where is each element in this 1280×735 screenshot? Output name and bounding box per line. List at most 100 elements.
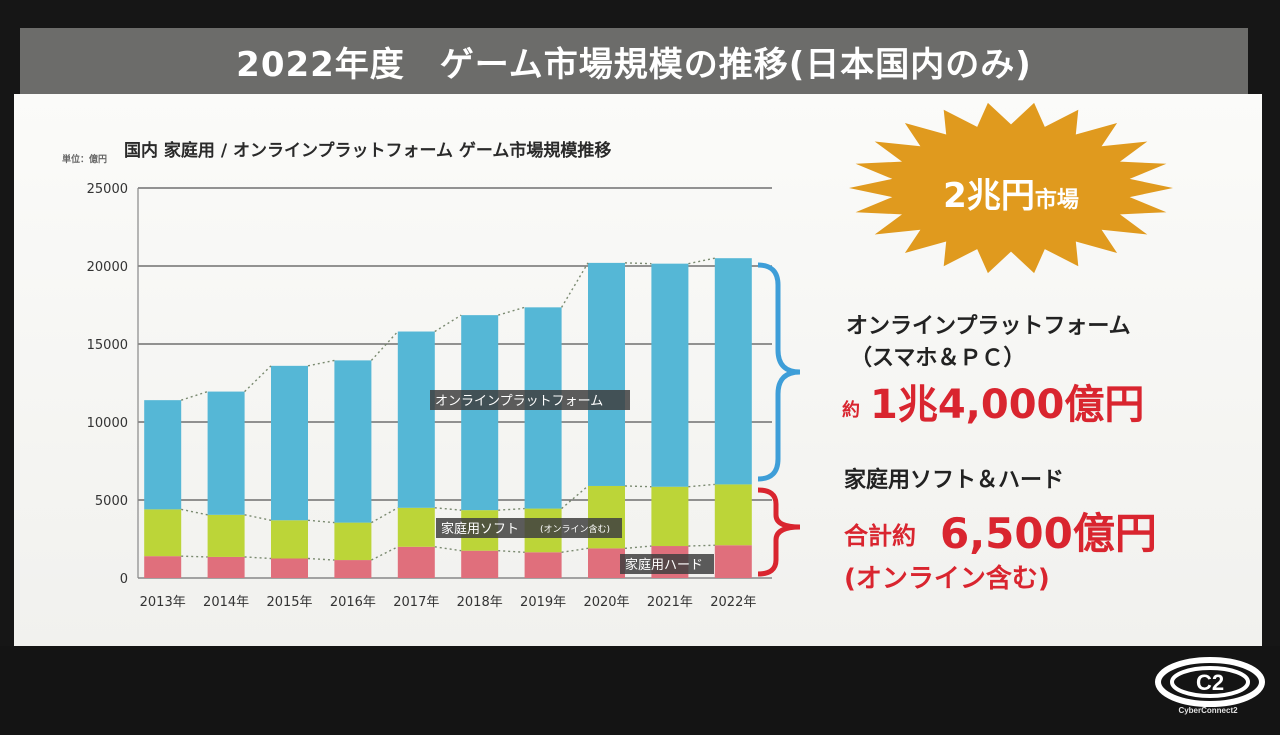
annotation-soft: 家庭用ソフト (オンライン含む) [436, 518, 622, 538]
connector-line [560, 262, 589, 308]
y-tick-label: 0 [120, 572, 128, 587]
connector-line [498, 507, 525, 511]
y-tick-label: 5000 [95, 494, 128, 509]
bar-segment [271, 558, 308, 578]
bar-segment [588, 262, 625, 486]
x-tick-label: 2018年 [457, 595, 503, 610]
connector-line [561, 485, 589, 510]
annotation-online-bg [430, 390, 630, 410]
x-tick-label: 2019年 [520, 595, 566, 610]
starburst-shape [849, 102, 1173, 274]
bar-segment [397, 546, 435, 578]
bar-segment [714, 484, 752, 546]
connector-line [498, 306, 525, 316]
home-prefix: 合計約 [844, 522, 916, 550]
bar-segment [524, 552, 562, 578]
connector-line [688, 483, 715, 488]
x-tick-label: 2014年 [203, 595, 249, 610]
bar-segment [397, 331, 435, 508]
connector-line [498, 550, 525, 553]
home-label: 家庭用ソフト＆ハード [844, 468, 1065, 493]
connector-line [371, 507, 399, 524]
burst-big-text: 2兆円 [943, 176, 1035, 216]
y-tick-label: 25000 [87, 182, 128, 197]
brace-home [757, 487, 801, 577]
connector-line [624, 545, 652, 550]
connector-line [307, 359, 335, 367]
bar-segment [271, 520, 308, 559]
connector-line [624, 262, 652, 265]
connector-line [561, 547, 589, 553]
connector-line [688, 257, 715, 265]
y-tick-label: 10000 [87, 416, 128, 431]
connector-line [624, 485, 652, 488]
svg-text:C2: C2 [1196, 670, 1224, 695]
connector-line [434, 546, 462, 552]
connector-line [307, 557, 335, 561]
online-value: 1兆4,000億円 [870, 382, 1145, 428]
annotation-soft-note: (オンライン含む) [540, 523, 610, 535]
bar-segment [588, 548, 625, 578]
connector-line [244, 365, 272, 393]
home-note: (オンライン含む) [844, 564, 1050, 594]
brace-online [757, 262, 801, 482]
annotation-soft-text: 家庭用ソフト [441, 521, 519, 537]
bar-segment [144, 400, 182, 510]
unit-label: 単位：億円 [62, 155, 108, 165]
bar-segment [588, 485, 625, 549]
connector-line [244, 556, 272, 560]
bar-segment [334, 522, 372, 561]
bar-segment [144, 509, 182, 557]
starburst-badge [849, 102, 1173, 274]
annotation-online: オンラインプラットフォーム [430, 390, 630, 410]
bar-segment [714, 545, 752, 578]
x-tick-label: 2022年 [710, 595, 756, 610]
x-tick-label: 2017年 [393, 595, 439, 610]
connector-line [244, 514, 272, 521]
bar-segment [207, 391, 245, 515]
bar-segment [461, 550, 499, 578]
online-label: オンラインプラットフォーム [846, 314, 1131, 339]
online-sublabel: （スマホ＆ＰＣ） [850, 346, 1026, 371]
bar-segment [207, 514, 245, 557]
bar-segment [651, 263, 689, 487]
home-value: 6,500億円 [940, 509, 1157, 558]
bar-segment [461, 315, 499, 511]
bar-segment [334, 360, 372, 523]
annotation-hard-bg [620, 554, 714, 574]
bar-segment [334, 560, 372, 578]
connector-line [688, 544, 715, 547]
x-tick-label: 2015年 [266, 595, 312, 610]
annotation-hard-text: 家庭用ハード [625, 557, 703, 573]
logo-text: CyberConnect2 [1178, 706, 1238, 715]
bar-segment [651, 486, 689, 547]
x-tick-label: 2021年 [647, 595, 693, 610]
y-tick-label: 15000 [87, 338, 128, 353]
x-tick-label: 2020年 [583, 595, 629, 610]
bar-segment [207, 556, 245, 578]
annotation-hard: 家庭用ハード [620, 554, 714, 574]
slide-title: 2022年度 ゲーム市場規模の推移(日本国内のみ) [20, 28, 1248, 94]
chart-title: 国内 家庭用 / オンラインプラットフォーム ゲーム市場規模推移 [124, 141, 612, 161]
connector-line [434, 507, 462, 511]
annotation-soft-bg [436, 518, 622, 538]
online-prefix: 約 [842, 400, 860, 421]
annotation-online-text: オンラインプラットフォーム [435, 394, 603, 409]
connector-line [434, 314, 462, 333]
connector-line [307, 519, 335, 524]
x-tick-label: 2016年 [330, 595, 376, 610]
footer-bar [0, 646, 1280, 735]
bar-segment [144, 556, 182, 578]
x-tick-label: 2013年 [140, 595, 186, 610]
cyberconnect2-logo-icon: C2 [1155, 657, 1265, 707]
connector-line [370, 331, 399, 361]
bar-segment [271, 365, 308, 521]
bar-segment [397, 507, 435, 547]
connector-line [181, 508, 208, 516]
burst-small-text: 市場 [1034, 188, 1079, 213]
connector-line [371, 546, 399, 561]
starburst-label: 2兆円市場 [846, 168, 1176, 217]
y-tick-label: 20000 [87, 260, 128, 275]
connector-line [181, 555, 208, 558]
